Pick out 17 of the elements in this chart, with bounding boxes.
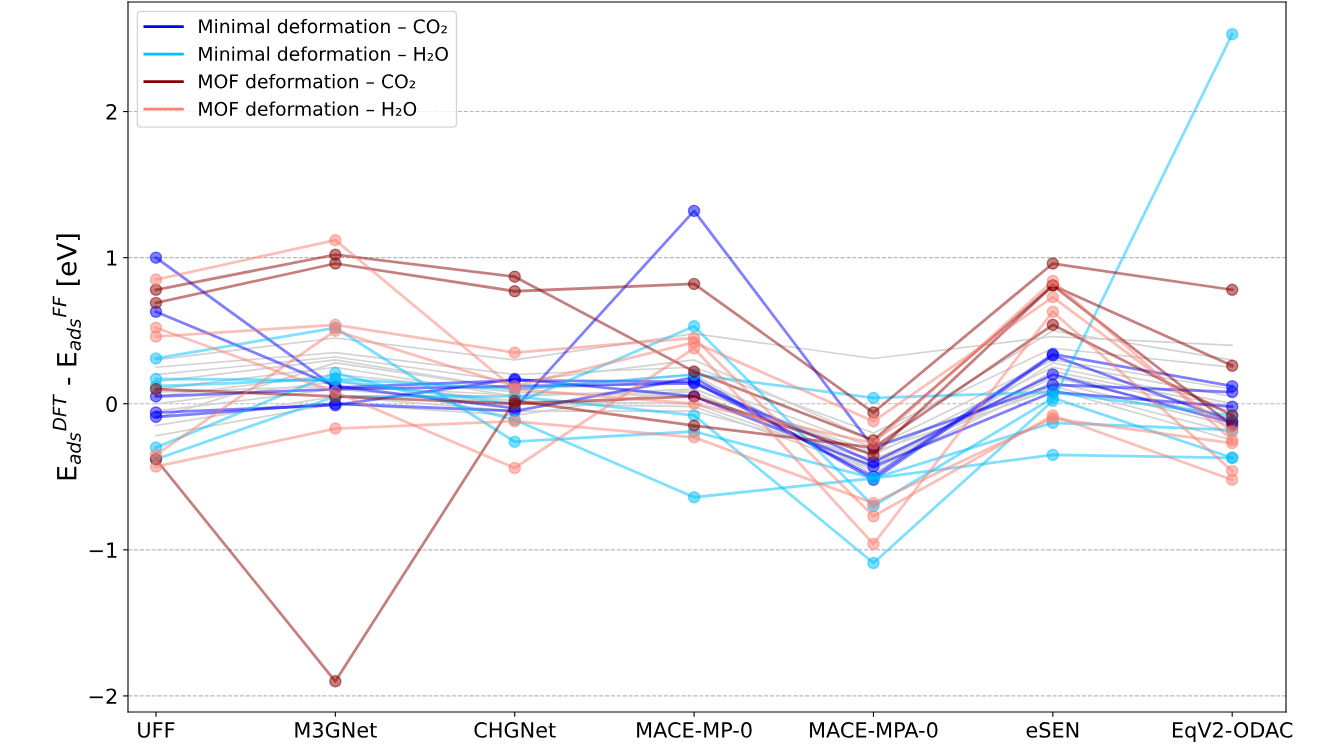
legend-label: Minimal deformation – H₂O <box>199 46 448 61</box>
x-tick-label: EqV2-ODAC <box>1172 722 1293 742</box>
x-tick-label: MACE-MPA-0 <box>810 722 938 738</box>
legend-label: MOF deformation – CO₂ <box>199 73 416 89</box>
y-tick-label: 2 <box>106 104 117 120</box>
legend-label: Minimal deformation – CO₂ <box>199 18 447 34</box>
x-tick-label: eSEN <box>1026 722 1079 738</box>
legend-label: MOF deformation – H₂O <box>199 101 417 116</box>
y-tick-label: 0 <box>106 396 117 412</box>
y-tick-label: 1 <box>107 250 117 266</box>
x-tick-label: M3GNet <box>295 722 377 738</box>
x-tick-label: CHGNet <box>474 722 556 738</box>
x-tick-label: MACE-MP-0 <box>637 722 752 738</box>
x-tick-label: UFF <box>138 722 175 738</box>
y-tick-label: −1 <box>89 542 117 558</box>
y-axis-title: E$_{ads}$$^{DFT}$ - E$_{ads}$$^{FF}$ [eV] <box>52 234 81 480</box>
y-tick-label: −2 <box>89 688 117 704</box>
